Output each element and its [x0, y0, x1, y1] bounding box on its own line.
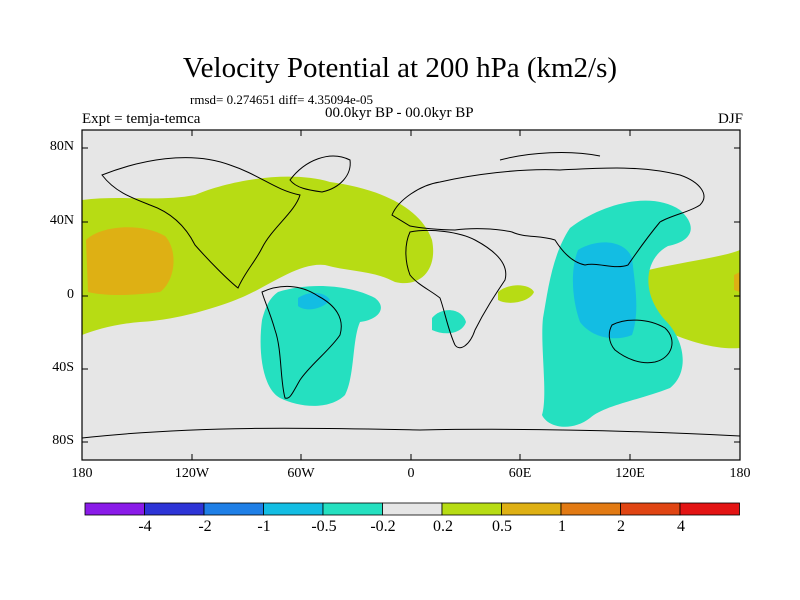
negative-anomaly-region — [432, 310, 466, 334]
legend-label: 2 — [617, 518, 625, 535]
legend-swatch — [679, 502, 740, 516]
coastlines — [82, 152, 740, 439]
legend-label: 0.5 — [492, 518, 512, 535]
legend-label: -0.2 — [370, 518, 396, 535]
legend-swatch — [203, 502, 264, 516]
color-legend-bar — [84, 502, 740, 516]
lon-label-60e: 60E — [508, 466, 532, 481]
lat-label-80n: 80N — [49, 139, 74, 154]
lon-label-60w: 60W — [287, 466, 315, 481]
legend-swatch — [84, 502, 145, 516]
lat-label-0: 0 — [67, 287, 74, 302]
legend-label: -0.5 — [311, 518, 337, 535]
legend-swatch — [263, 502, 324, 516]
legend-label: -4 — [138, 518, 152, 535]
rmsd-diff-stats: rmsd= 0.274651 diff= 4.35094e-05 — [190, 92, 374, 107]
negative-anomaly-region — [260, 286, 381, 406]
lon-label-0: 0 — [407, 466, 415, 481]
experiment-label: Expt = temja-temca — [82, 111, 201, 127]
lat-label-40n: 40N — [49, 213, 74, 228]
lon-label-180e: 180 — [729, 466, 751, 481]
lon-label-120e: 120E — [615, 466, 645, 481]
legend-swatch — [144, 502, 205, 516]
legend-swatch — [560, 502, 621, 516]
period-label: 00.0kyr BP - 00.0kyr BP — [325, 105, 474, 121]
season-label: DJF — [717, 111, 743, 127]
lon-label-120w: 120W — [174, 466, 210, 481]
legend-swatch — [620, 502, 681, 516]
legend-label: -1 — [257, 518, 271, 535]
positive-maximum-region — [86, 227, 174, 295]
legend-label: -2 — [198, 518, 212, 535]
axis-ticks — [82, 130, 740, 460]
legend-swatch — [322, 502, 383, 516]
legend-label: 1 — [558, 518, 566, 535]
negative-minimum-region — [298, 292, 330, 310]
lat-label-80s: 80S — [52, 433, 74, 448]
lat-label-40s: 40S — [52, 360, 74, 375]
legend-swatch — [501, 502, 562, 516]
legend-swatch — [382, 502, 443, 516]
lon-label-180w: 180 — [71, 466, 93, 481]
chart-title: Velocity Potential at 200 hPa (km2/s) — [182, 52, 618, 84]
legend-swatch — [441, 502, 502, 516]
positive-anomaly-region — [498, 285, 534, 303]
legend-label: 0.2 — [433, 518, 453, 535]
negative-minimum-region — [572, 242, 637, 339]
legend-label: 4 — [677, 518, 685, 535]
positive-maximum-region — [734, 272, 740, 292]
